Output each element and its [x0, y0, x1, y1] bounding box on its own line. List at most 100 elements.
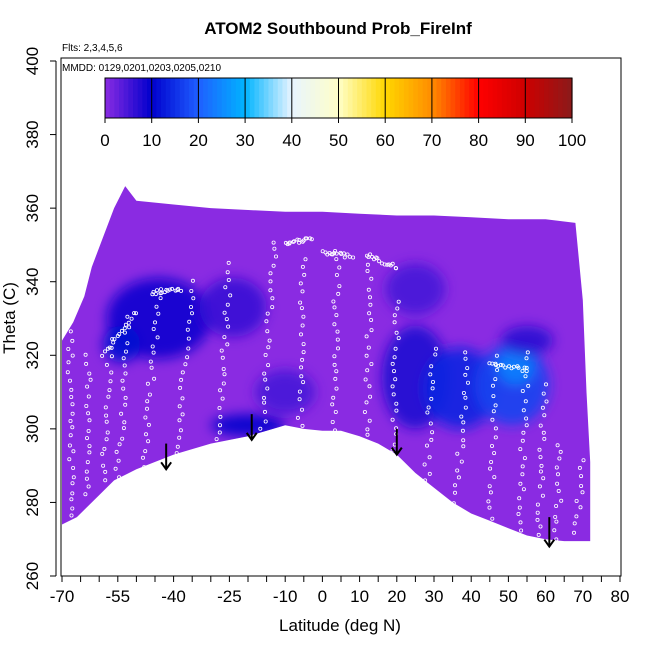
track-point — [158, 287, 163, 292]
track-point — [390, 261, 395, 266]
track-point — [456, 475, 461, 480]
dates-note: MMDD: 0129,0201,0203,0205,0210 — [62, 63, 221, 74]
arrow-head — [543, 538, 556, 549]
track-point — [461, 390, 466, 395]
track-point — [263, 419, 268, 424]
track-point — [541, 391, 546, 396]
track-point — [265, 386, 270, 391]
track-point — [71, 465, 76, 470]
colorbar-segment — [273, 78, 279, 118]
y-axis-label: Theta (C) — [0, 282, 19, 354]
track-point — [174, 451, 179, 456]
y-tick-label: 280 — [23, 488, 42, 516]
colorbar-segment — [165, 78, 171, 118]
track-point — [146, 422, 151, 427]
track-point — [459, 414, 464, 419]
colorbar-segment — [511, 78, 517, 118]
colorbar-segment — [417, 78, 424, 118]
track-point — [517, 496, 522, 501]
profile-arrow — [390, 428, 403, 457]
track-point — [87, 450, 92, 455]
y-tick-label: 260 — [23, 562, 42, 590]
track-point — [220, 396, 225, 401]
colorbar-segment — [133, 78, 139, 118]
track-point — [427, 471, 432, 476]
y-tick-label: 360 — [23, 194, 42, 222]
track-point — [520, 368, 525, 373]
track-point — [86, 428, 91, 433]
track-point — [301, 314, 306, 319]
track-point — [537, 447, 542, 452]
colorbar-segment — [525, 78, 531, 118]
colorbar-segment — [567, 78, 573, 118]
track-point — [152, 376, 157, 381]
track-point — [503, 365, 508, 370]
track-point — [68, 329, 73, 334]
track-point — [544, 399, 549, 404]
track-point — [299, 306, 304, 311]
track-point — [69, 394, 74, 399]
track-point — [262, 371, 267, 376]
track-point — [577, 465, 582, 470]
track-point — [186, 346, 191, 351]
track-point — [143, 415, 148, 420]
track-point — [552, 528, 557, 533]
track-point — [69, 387, 74, 392]
track-point — [132, 311, 137, 316]
track-point — [300, 264, 305, 269]
colorbar-segment — [184, 78, 190, 118]
profile-arrows — [160, 414, 556, 549]
track-point — [169, 286, 174, 291]
track-point — [493, 426, 498, 431]
track-point — [574, 498, 579, 503]
track-point — [559, 498, 564, 503]
track-point — [270, 296, 275, 301]
probability-field — [62, 186, 591, 542]
track-point — [336, 291, 341, 296]
track-point — [155, 335, 160, 340]
track-point — [266, 363, 271, 368]
colorbar-tick-label: 80 — [469, 131, 488, 150]
track-point — [271, 263, 276, 268]
track-point — [222, 372, 227, 377]
track-point — [268, 279, 273, 284]
track-point — [86, 411, 91, 416]
colorbar-segment — [268, 78, 274, 118]
track-point — [177, 435, 182, 440]
colorbar-segment — [245, 78, 251, 118]
colorbar-segment — [310, 78, 316, 118]
track-point — [84, 469, 89, 474]
track-point — [226, 324, 231, 329]
track-point — [518, 481, 523, 486]
track-point — [264, 319, 269, 324]
track-point — [105, 430, 110, 435]
track-point — [393, 346, 398, 351]
colorbar-segment — [464, 78, 470, 118]
track-point — [538, 455, 543, 460]
track-point — [83, 352, 88, 357]
colorbar-segment — [212, 78, 218, 118]
track-point — [579, 483, 584, 488]
track-point — [455, 451, 460, 456]
track-point — [300, 357, 305, 362]
colorbar-segment — [338, 78, 344, 118]
track-point — [537, 484, 542, 489]
track-point — [341, 251, 346, 256]
track-point — [121, 426, 126, 431]
colorbar-segment — [455, 78, 461, 118]
colorbar-segment — [427, 78, 433, 118]
track-point — [391, 392, 396, 397]
track-point — [145, 381, 150, 386]
colorbar-segment — [226, 78, 232, 118]
track-point — [557, 456, 562, 461]
track-point — [334, 386, 339, 391]
x-tick-label: 70 — [573, 587, 592, 606]
track-point — [334, 369, 339, 374]
track-point — [369, 276, 374, 281]
track-point — [428, 372, 433, 377]
track-point — [220, 355, 225, 360]
colorbar-segment — [291, 78, 298, 118]
colorbar-segment — [175, 78, 181, 118]
track-point — [292, 239, 297, 244]
